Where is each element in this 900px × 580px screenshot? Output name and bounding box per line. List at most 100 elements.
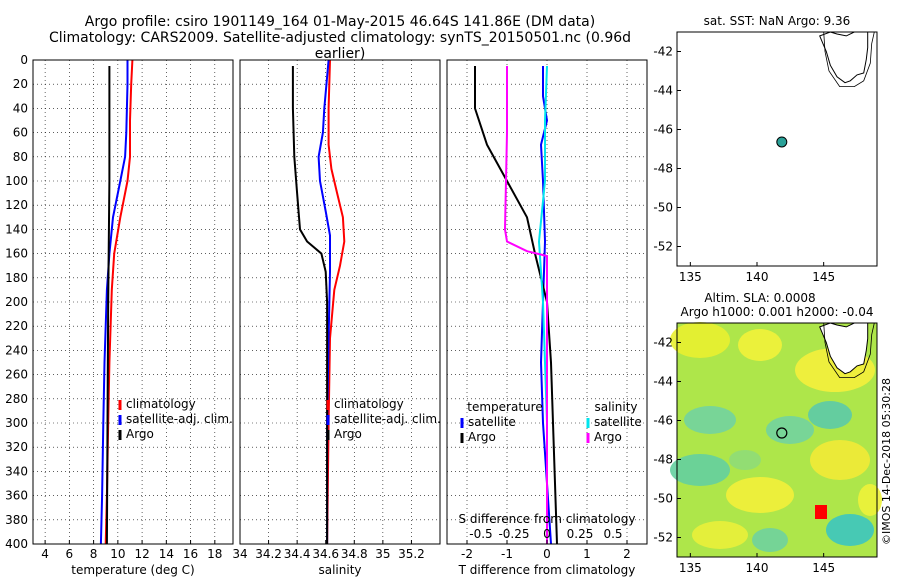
temperature-legend-label: climatology [126,397,196,411]
difference-xtick-label: 1 [583,547,591,561]
difference-xtick-label: 0 [543,547,551,561]
depth-tick-label: 380 [5,513,28,527]
sst-map-title: sat. SST: NaN Argo: 9.36 [704,14,851,28]
figure-title: Argo profile: csiro 1901149_164 01-May-2… [30,14,650,62]
temperature-panel: 4 6 8 10 12 14 16 18 temperature (deg C) 0 20 40 60 8… [5,53,234,577]
depth-tick-label: 180 [5,271,28,285]
sst-map-ytick-label: -44 [653,84,673,98]
temperature-xtick-label: 12 [134,547,149,561]
sst-map-tasmania-shelf-contour [823,31,875,87]
depth-tick-label: 80 [13,150,28,164]
temperature-xlabel: temperature (deg C) [71,563,194,577]
depth-tick-label: 40 [13,101,28,115]
salinity-xtick-label: 34.8 [341,547,368,561]
title-line-2: Climatology: CARS2009. Satellite-adjuste… [48,30,632,62]
depth-tick-label: 140 [5,222,28,236]
sla-map-anomaly-blob [766,416,814,444]
sla-map-argo-marker [776,427,788,439]
temperature-series-satellite-adj-clim- [99,60,129,545]
salinity-panel: 34 34.2 34.4 34.6 34.8 35 35.2 salinity climatol… [232,59,441,577]
depth-tick-label: 260 [5,368,28,382]
sla-map-title-line-1: Altim. SLA: 0.0008 [704,291,815,305]
temperature-xtick-label: 6 [66,547,74,561]
sla-map-anomaly-blob [858,484,882,516]
temperature-xtick-label: 18 [207,547,222,561]
sst-map-xtick-label: 145 [812,270,835,284]
depth-tick-label: 120 [5,198,28,212]
sla-map-title-line-2: Argo h1000: 0.001 h2000: -0.04 [681,305,874,319]
difference-legend-label: Argo [468,430,496,444]
difference-series-salinity-argo [503,66,548,544]
depth-tick-label: 340 [5,464,28,478]
salinity-xtick-label: 34.2 [255,547,282,561]
depth-tick-label: 100 [5,174,28,188]
difference-legend-salinity-title: salinity [594,400,637,414]
difference-xtick-label: -2 [461,547,473,561]
temperature-xtick-label: 8 [90,547,98,561]
sla-map-ytick-label: -50 [653,492,673,506]
sla-map-anomaly-blob [810,440,870,480]
sst-map-argo-marker [776,136,788,148]
salinity-xtick-label: 34.4 [284,547,311,561]
sla-map-anomaly-blob [726,477,794,513]
difference-legend-label: satellite [594,415,642,429]
difference-xlabel: T difference from climatology [458,563,636,577]
depth-tick-label: 220 [5,319,28,333]
sla-map-frame [676,322,878,558]
depth-tick-label: 160 [5,247,28,261]
sla-map-ytick-label: -46 [653,414,673,428]
imos-credit: ©IMOS 14-Dec-2018 05:30:28 [880,378,893,545]
depth-tick-label: 400 [5,537,28,551]
difference-legend-label: satellite [468,415,516,429]
difference-panel: -2 -1 0 1 2 T difference from climatology S di… [446,59,648,577]
temperature-xtick-label: 14 [159,547,174,561]
salinity-xlabel: salinity [318,563,361,577]
temperature-xtick-label: 10 [110,547,125,561]
salinity-xtick-label: 34 [232,547,247,561]
salinity-difference-tick-label: 0.25 [567,527,594,541]
sla-map-ytick-label: -52 [653,531,673,545]
sla-map-xtick-label: 135 [679,561,702,575]
sla-map-anomaly-blob [738,329,782,361]
salinity-xtick-label: 35 [375,547,390,561]
temperature-xtick-label: 16 [183,547,198,561]
sst-map-ytick-label: -46 [653,123,673,137]
depth-tick-label: 0 [20,53,28,67]
difference-xtick-label: -1 [501,547,513,561]
sla-map-ytick-label: -42 [653,336,673,350]
temperature-series-argo [105,66,111,545]
sla-map-anomaly-blob [684,406,736,434]
sla-map-tasmania-shelf-contour [823,322,875,379]
depth-tick-label: 60 [13,126,28,140]
difference-legend-temperature-title: temperature [467,400,542,414]
temperature-frame [32,59,234,545]
difference-xtick-label: 2 [623,547,631,561]
sst-map-xtick-label: 135 [679,270,702,284]
sla-map-anomaly-blob [670,322,730,358]
salinity-difference-tick-label: -0.25 [498,527,529,541]
depth-tick-label: 360 [5,489,28,503]
depth-tick-label: 240 [5,343,28,357]
sst-map-xtick-label: 140 [746,270,769,284]
sst-map-ytick-label: -52 [653,240,673,254]
sla-map-anomaly-blob [692,521,748,549]
sla-map-anomaly-blob [808,401,852,429]
sla-map-anomaly-blob [752,528,788,552]
sla-map-tasmania [819,322,869,375]
salinity-difference-tick-label: 0.5 [603,527,622,541]
sla-map-anomaly-blob [729,450,761,470]
sla-map-ytick-label: -48 [653,453,673,467]
title-line-1: Argo profile: csiro 1901149_164 01-May-2… [84,14,596,30]
sst-map-tasmania [819,31,869,84]
sst-map-ytick-label: -48 [653,162,673,176]
salinity-series-climatology [326,59,346,545]
sla-map-anomaly-blob [670,454,730,486]
temperature-legend-label: satellite-adj. clim. [126,412,233,426]
sla-map-xtick-label: 140 [746,561,769,575]
sst-map-ytick-label: -42 [653,45,673,59]
depth-tick-label: 320 [5,440,28,454]
difference-legend-label: Argo [594,430,622,444]
